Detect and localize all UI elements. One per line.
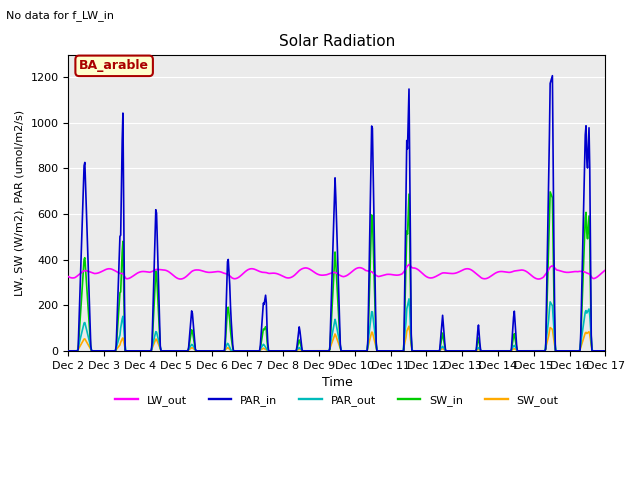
Text: BA_arable: BA_arable: [79, 60, 149, 72]
Legend: LW_out, PAR_in, PAR_out, SW_in, SW_out: LW_out, PAR_in, PAR_out, SW_in, SW_out: [111, 391, 563, 410]
Y-axis label: LW, SW (W/m2), PAR (umol/m2/s): LW, SW (W/m2), PAR (umol/m2/s): [15, 109, 25, 296]
Text: No data for f_LW_in: No data for f_LW_in: [6, 10, 115, 21]
Title: Solar Radiation: Solar Radiation: [279, 34, 395, 49]
X-axis label: Time: Time: [321, 376, 352, 389]
